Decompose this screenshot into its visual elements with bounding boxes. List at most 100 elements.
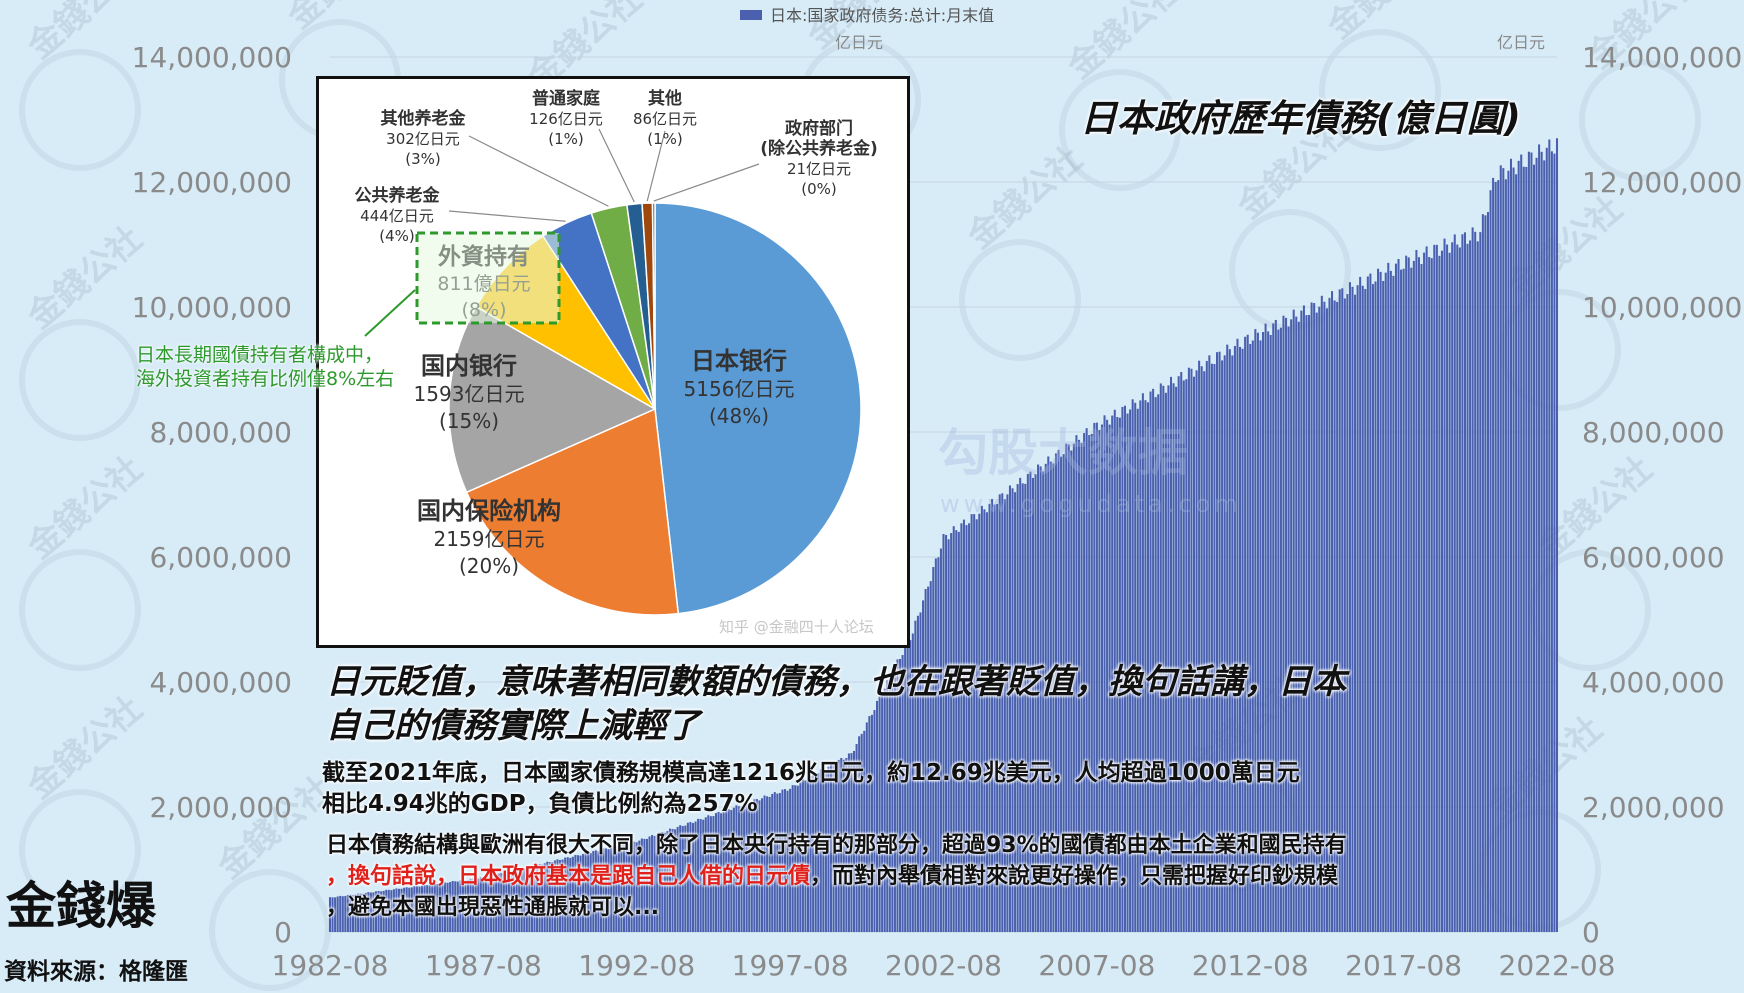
bar xyxy=(643,838,646,932)
bar xyxy=(720,813,723,932)
bar xyxy=(428,885,431,932)
bar xyxy=(870,714,873,932)
bar xyxy=(1192,376,1196,933)
bar xyxy=(1435,244,1438,933)
pie-label-value: (1%) xyxy=(548,130,584,148)
bar xyxy=(1070,450,1073,932)
bar xyxy=(645,838,648,932)
bar xyxy=(571,856,574,932)
bar xyxy=(505,872,508,932)
bar xyxy=(1254,329,1257,932)
bar xyxy=(651,835,654,932)
bar xyxy=(377,890,380,932)
bar xyxy=(584,852,587,932)
bar xyxy=(993,504,996,932)
bar xyxy=(1072,443,1075,932)
y-tick-label-left: 6,000,000 xyxy=(149,541,292,574)
bar xyxy=(331,897,334,932)
bar xyxy=(1333,300,1336,933)
bar xyxy=(691,823,695,932)
bar xyxy=(622,843,625,932)
bar xyxy=(1144,400,1147,933)
bar xyxy=(449,882,452,932)
bar xyxy=(408,887,411,932)
bar xyxy=(541,864,544,932)
bar xyxy=(988,503,991,932)
bar xyxy=(676,826,679,932)
pie-label-value: 302亿日元 xyxy=(386,130,460,148)
bar xyxy=(878,696,881,932)
bar xyxy=(1520,154,1523,932)
bar xyxy=(1057,449,1060,932)
bar xyxy=(436,883,439,932)
bar xyxy=(520,868,523,932)
bar xyxy=(927,586,930,932)
headline-line2: 自己的債務實際上減輕了 xyxy=(326,706,700,746)
bar xyxy=(750,802,753,932)
bar xyxy=(1175,386,1178,932)
bar xyxy=(1047,456,1050,932)
y-tick-label-right: 2,000,000 xyxy=(1582,791,1725,824)
bar xyxy=(1141,393,1144,932)
watermark-lock-icon xyxy=(1499,289,1621,411)
bar xyxy=(1251,340,1254,932)
bar xyxy=(635,842,638,932)
bar xyxy=(451,881,454,932)
bar xyxy=(725,809,728,932)
bar xyxy=(1438,255,1441,932)
bar xyxy=(1157,394,1160,933)
bar xyxy=(1400,269,1403,932)
bar xyxy=(799,782,802,932)
bar xyxy=(924,588,927,932)
bar xyxy=(1515,174,1518,932)
bar xyxy=(950,533,953,932)
bar xyxy=(1287,326,1290,932)
pie-slices xyxy=(448,202,862,616)
y-tick-label-left: 0 xyxy=(274,916,292,949)
paragraph-2: 日本債務結構與歐洲有很大不同，除了日本央行持有的那部分，超過93%的國債都由本土… xyxy=(326,830,1347,923)
bar xyxy=(960,523,963,932)
bar xyxy=(985,512,988,932)
bar xyxy=(1446,244,1449,933)
bar xyxy=(1481,214,1484,932)
watermark-lock-icon xyxy=(19,319,141,441)
bar xyxy=(1080,442,1083,932)
bar xyxy=(564,857,567,932)
bar xyxy=(1223,355,1226,933)
bar xyxy=(1090,433,1093,932)
bar xyxy=(1026,473,1029,932)
bar xyxy=(372,892,375,932)
bar xyxy=(582,853,585,932)
bar xyxy=(748,803,751,932)
bar xyxy=(730,810,733,932)
bar xyxy=(615,846,618,932)
bar xyxy=(962,519,965,932)
bar xyxy=(707,815,710,932)
paragraph-2-line2: ，換句話說，日本政府基本是跟自己人借的日元債，而對內舉債相對來說更好操作，只需把… xyxy=(326,861,1347,892)
unit-label-right: 亿日元 xyxy=(1497,33,1545,52)
chart-bars xyxy=(328,138,1559,933)
bar xyxy=(888,677,891,932)
bar xyxy=(1328,297,1331,932)
bar xyxy=(1405,255,1408,933)
pie-label-value: 126亿日元 xyxy=(529,110,603,128)
bar xyxy=(1313,303,1316,932)
bar xyxy=(1177,376,1180,932)
bar xyxy=(809,775,812,932)
bar xyxy=(1095,422,1098,932)
chart-title: 日本政府歷年債務(億日圓) xyxy=(1080,97,1521,140)
bar xyxy=(397,888,401,932)
bar xyxy=(536,864,539,932)
bar xyxy=(1545,147,1548,933)
bar xyxy=(1356,285,1359,933)
bar xyxy=(674,829,677,932)
bar xyxy=(975,519,978,932)
bar xyxy=(513,871,516,932)
bar xyxy=(714,813,718,932)
bar xyxy=(1159,383,1162,932)
bar xyxy=(1323,301,1326,933)
paragraph-2-line3: ，避免本國出現惡性通脹就可以... xyxy=(326,895,660,920)
bar xyxy=(945,534,948,932)
bar xyxy=(937,557,940,932)
bar xyxy=(1221,360,1224,932)
